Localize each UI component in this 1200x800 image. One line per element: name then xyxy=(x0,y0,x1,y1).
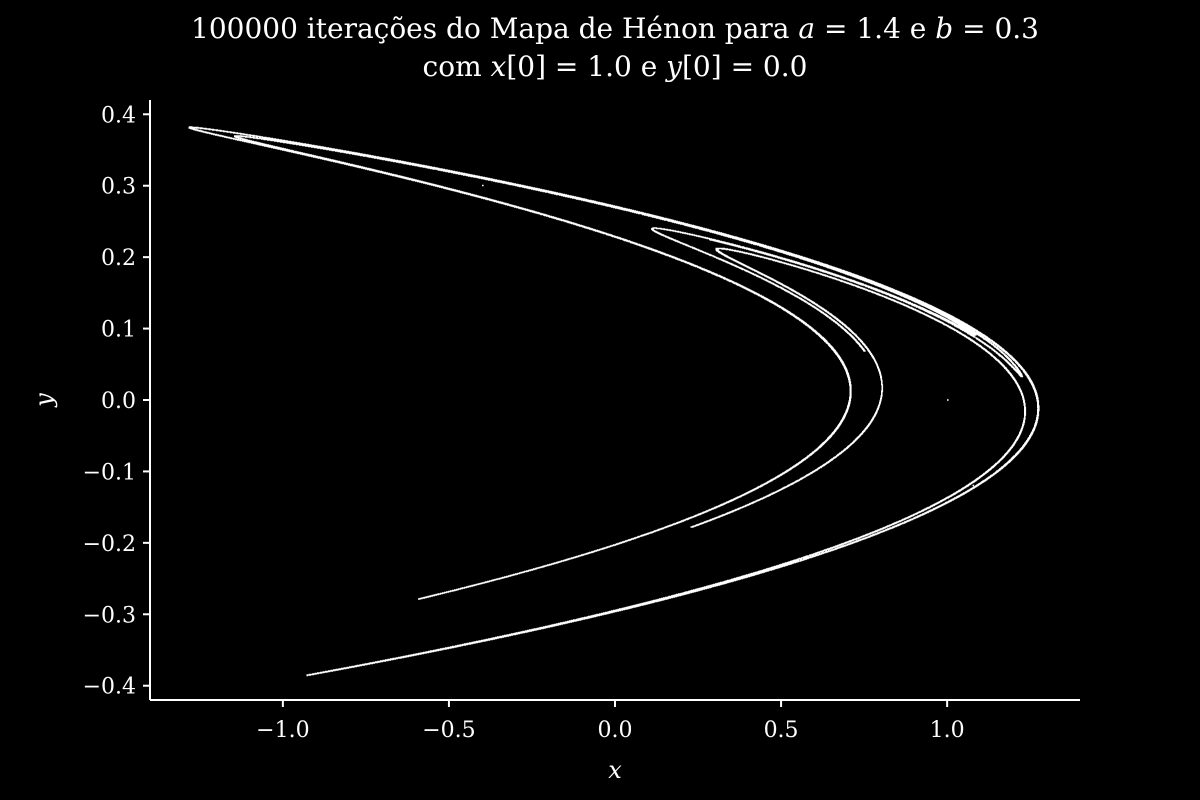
x-ticks: −1.0 −0.5 0.0 0.5 1.0 xyxy=(256,700,965,743)
y-tick-label: −0.4 xyxy=(83,675,136,700)
title-param-b-value: = 0.3 xyxy=(953,12,1039,45)
y-tick-label: 0.4 xyxy=(101,103,136,128)
title-line-2: com x[0] = 1.0 e y[0] = 0.0 xyxy=(0,48,1200,86)
chart-title: 100000 iterações do Mapa de Hénon para a… xyxy=(0,10,1200,86)
title-param-b-symbol: b xyxy=(935,12,954,45)
x-tick-label: −1.0 xyxy=(256,718,309,743)
title-y-initial: [0] = 0.0 xyxy=(682,50,808,83)
title-x-symbol: x xyxy=(490,50,507,83)
y-tick-label: 0.0 xyxy=(101,389,136,414)
attractor-points xyxy=(188,126,1040,677)
x-axis-label: x xyxy=(608,756,622,784)
title-param-a-symbol: a xyxy=(798,12,816,45)
title-line-1: 100000 iterações do Mapa de Hénon para a… xyxy=(0,10,1200,48)
x-tick-label: 0.5 xyxy=(764,718,799,743)
x-tick-label: 0.0 xyxy=(598,718,633,743)
y-tick-label: 0.1 xyxy=(101,318,136,343)
title-text: 100000 iterações do Mapa de Hénon para xyxy=(191,12,799,45)
title-param-a-value: = 1.4 e xyxy=(815,12,936,45)
x-tick-label: 1.0 xyxy=(930,718,965,743)
title-text-2: com xyxy=(422,50,491,83)
title-x-initial: [0] = 1.0 e xyxy=(506,50,667,83)
y-tick-label: −0.1 xyxy=(83,460,136,485)
y-tick-label: −0.3 xyxy=(83,603,136,628)
x-tick-label: −0.5 xyxy=(422,718,475,743)
y-ticks: 0.4 0.3 0.2 0.1 0.0 −0.1 −0.2 −0.3 −0.4 xyxy=(83,103,150,700)
y-tick-label: 0.2 xyxy=(101,246,136,271)
henon-attractor-points xyxy=(188,126,1040,677)
y-tick-label: 0.3 xyxy=(101,175,136,200)
title-y-symbol: y xyxy=(666,50,682,83)
y-tick-label: −0.2 xyxy=(83,532,136,557)
y-axis-label: y xyxy=(30,393,58,408)
